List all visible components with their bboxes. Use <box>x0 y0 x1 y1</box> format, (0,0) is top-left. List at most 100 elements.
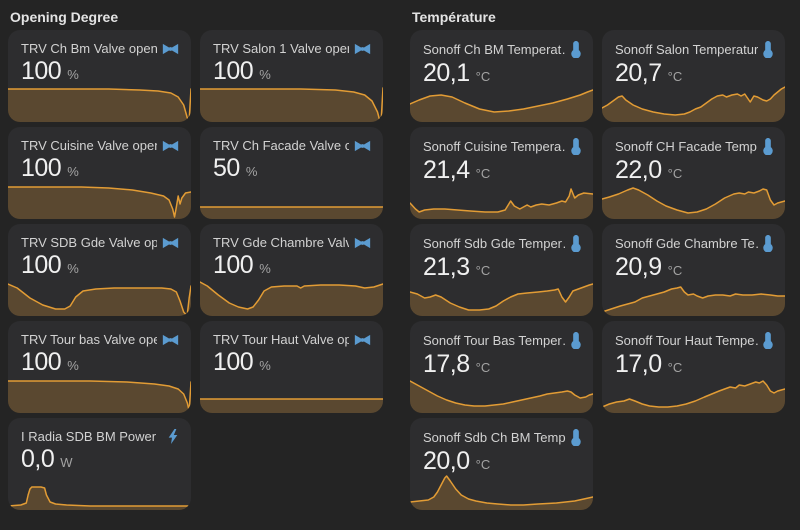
card-value: 21,3 °C <box>410 252 593 282</box>
card-header: Sonoff Tour Bas Temper… <box>410 321 593 349</box>
card-title: Sonoff Salon Temperature <box>615 42 758 57</box>
sparkline-fill <box>8 381 191 413</box>
sensor-card[interactable]: TRV Salon 1 Valve openi…100% <box>200 30 383 122</box>
card-value: 100% <box>8 153 191 183</box>
sensor-card[interactable]: Sonoff Cuisine Tempera… 21,4 °C <box>410 127 593 219</box>
card-title: Sonoff Tour Haut Tempe… <box>615 333 758 348</box>
value-unit: °C <box>475 69 491 84</box>
sparkline-line <box>8 381 191 411</box>
sensor-card[interactable]: TRV Cuisine Valve openi…100% <box>8 127 191 219</box>
card-title: TRV Ch Facade Valve op… <box>213 138 349 153</box>
sparkline-fill <box>602 381 785 413</box>
sparkline-chart <box>410 276 593 316</box>
thermometer-icon <box>571 429 581 446</box>
value-unit: °C <box>475 263 491 278</box>
sparkline-fill <box>602 87 785 122</box>
sensor-card[interactable]: TRV Ch Bm Valve openi…100% <box>8 30 191 122</box>
card-title: TRV Tour Haut Valve op… <box>213 332 349 347</box>
card-header: Sonoff Ch BM Temperat… <box>410 30 593 58</box>
value-number: 100 <box>21 57 62 85</box>
value-unit: % <box>67 67 79 82</box>
sensor-card[interactable]: TRV Tour bas Valve ope…100% <box>8 321 191 413</box>
sensor-card[interactable]: TRV Ch Facade Valve op…50% <box>200 127 383 219</box>
sensor-card[interactable]: Sonoff Salon Temperature 20,7 °C <box>602 30 785 122</box>
card-header: Sonoff Sdb Gde Temper… <box>410 224 593 252</box>
card-title: Sonoff Cuisine Tempera… <box>423 139 566 154</box>
sparkline-line <box>410 90 593 112</box>
sparkline-line <box>8 487 191 506</box>
section-opening-degree: Opening Degree TRV Ch Bm Valve openi…100… <box>8 4 384 510</box>
sensor-card[interactable]: TRV SDB Gde Valve ope…100% <box>8 224 191 316</box>
card-title: Sonoff CH Facade Temp… <box>615 139 758 154</box>
value-unit: °C <box>475 166 491 181</box>
sparkline-fill <box>410 381 593 413</box>
flash-icon <box>167 429 179 444</box>
thermometer-icon <box>763 138 773 155</box>
sparkline-chart <box>410 82 593 122</box>
value-number: 50 <box>213 154 240 182</box>
value-number: 20,0 <box>423 447 470 475</box>
sparkline-line <box>410 189 593 212</box>
card-header: TRV Ch Facade Valve op… <box>200 127 383 153</box>
sparkline-fill <box>410 476 593 510</box>
card-header: TRV Cuisine Valve openi… <box>8 127 191 153</box>
sparkline-line <box>410 284 593 310</box>
sparkline-fill <box>8 284 191 316</box>
value-number: 100 <box>213 348 254 376</box>
sensor-card[interactable]: Sonoff CH Facade Temp… 22,0 °C <box>602 127 785 219</box>
thermometer-icon <box>763 332 773 349</box>
value-unit: °C <box>667 166 683 181</box>
value-number: 17,8 <box>423 350 470 378</box>
sensor-card[interactable]: I Radia SDB BM Power 0,0 W <box>8 418 191 510</box>
sparkline-chart <box>602 373 785 413</box>
sparkline-fill <box>602 188 785 219</box>
card-value: 20,9 °C <box>602 252 785 282</box>
value-unit: °C <box>475 360 491 375</box>
card-header: TRV Tour bas Valve ope… <box>8 321 191 347</box>
value-unit: W <box>60 455 73 470</box>
card-value: 17,8 °C <box>410 349 593 379</box>
value-number: 20,7 <box>615 59 662 87</box>
card-title: TRV Tour bas Valve ope… <box>21 332 157 347</box>
section-temperature: Température Sonoff Ch BM Temperat… 20,1 °C… <box>410 4 786 510</box>
sparkline-fill <box>410 189 593 219</box>
card-title: TRV SDB Gde Valve ope… <box>21 235 157 250</box>
card-title: TRV Gde Chambre Valve… <box>213 235 349 250</box>
card-title: Sonoff Sdb Gde Temper… <box>423 236 566 251</box>
card-value: 21,4 °C <box>410 155 593 185</box>
card-header: Sonoff CH Facade Temp… <box>602 127 785 155</box>
card-header: TRV Gde Chambre Valve… <box>200 224 383 250</box>
card-header: I Radia SDB BM Power <box>8 418 191 444</box>
value-number: 20,1 <box>423 59 470 87</box>
thermometer-icon <box>571 235 581 252</box>
card-value: 20,0 °C <box>410 446 593 476</box>
sparkline-line <box>410 381 593 406</box>
section-title-temperature: Température <box>412 9 496 25</box>
value-number: 100 <box>21 348 62 376</box>
sensor-card[interactable]: Sonoff Sdb Ch BM Temp… 20,0 °C <box>410 418 593 510</box>
sensor-card[interactable]: TRV Tour Haut Valve op…100% <box>200 321 383 413</box>
card-value: 0,0 W <box>8 444 191 474</box>
sparkline-fill <box>410 284 593 316</box>
sparkline-fill <box>200 88 383 122</box>
sparkline-chart <box>410 470 593 510</box>
sensor-card[interactable]: Sonoff Tour Haut Tempe… 17,0 °C <box>602 321 785 413</box>
card-value: 100% <box>200 347 383 377</box>
sensor-card[interactable]: Sonoff Gde Chambre Te… 20,9 °C <box>602 224 785 316</box>
valve-icon <box>354 43 371 55</box>
sparkline-fill <box>200 207 383 219</box>
value-unit: % <box>245 164 258 179</box>
sensor-card[interactable]: Sonoff Ch BM Temperat… 20,1 °C <box>410 30 593 122</box>
sensor-card[interactable]: Sonoff Tour Bas Temper… 17,8 °C <box>410 321 593 413</box>
value-number: 100 <box>213 251 254 279</box>
sensor-card[interactable]: Sonoff Sdb Gde Temper… 21,3 °C <box>410 224 593 316</box>
value-number: 21,4 <box>423 156 470 184</box>
value-unit: % <box>259 67 271 82</box>
sparkline-chart <box>8 276 191 316</box>
card-value: 20,1 °C <box>410 58 593 88</box>
card-header: Sonoff Cuisine Tempera… <box>410 127 593 155</box>
card-header: TRV Salon 1 Valve openi… <box>200 30 383 56</box>
sensor-card[interactable]: TRV Gde Chambre Valve…100% <box>200 224 383 316</box>
value-unit: % <box>67 261 79 276</box>
